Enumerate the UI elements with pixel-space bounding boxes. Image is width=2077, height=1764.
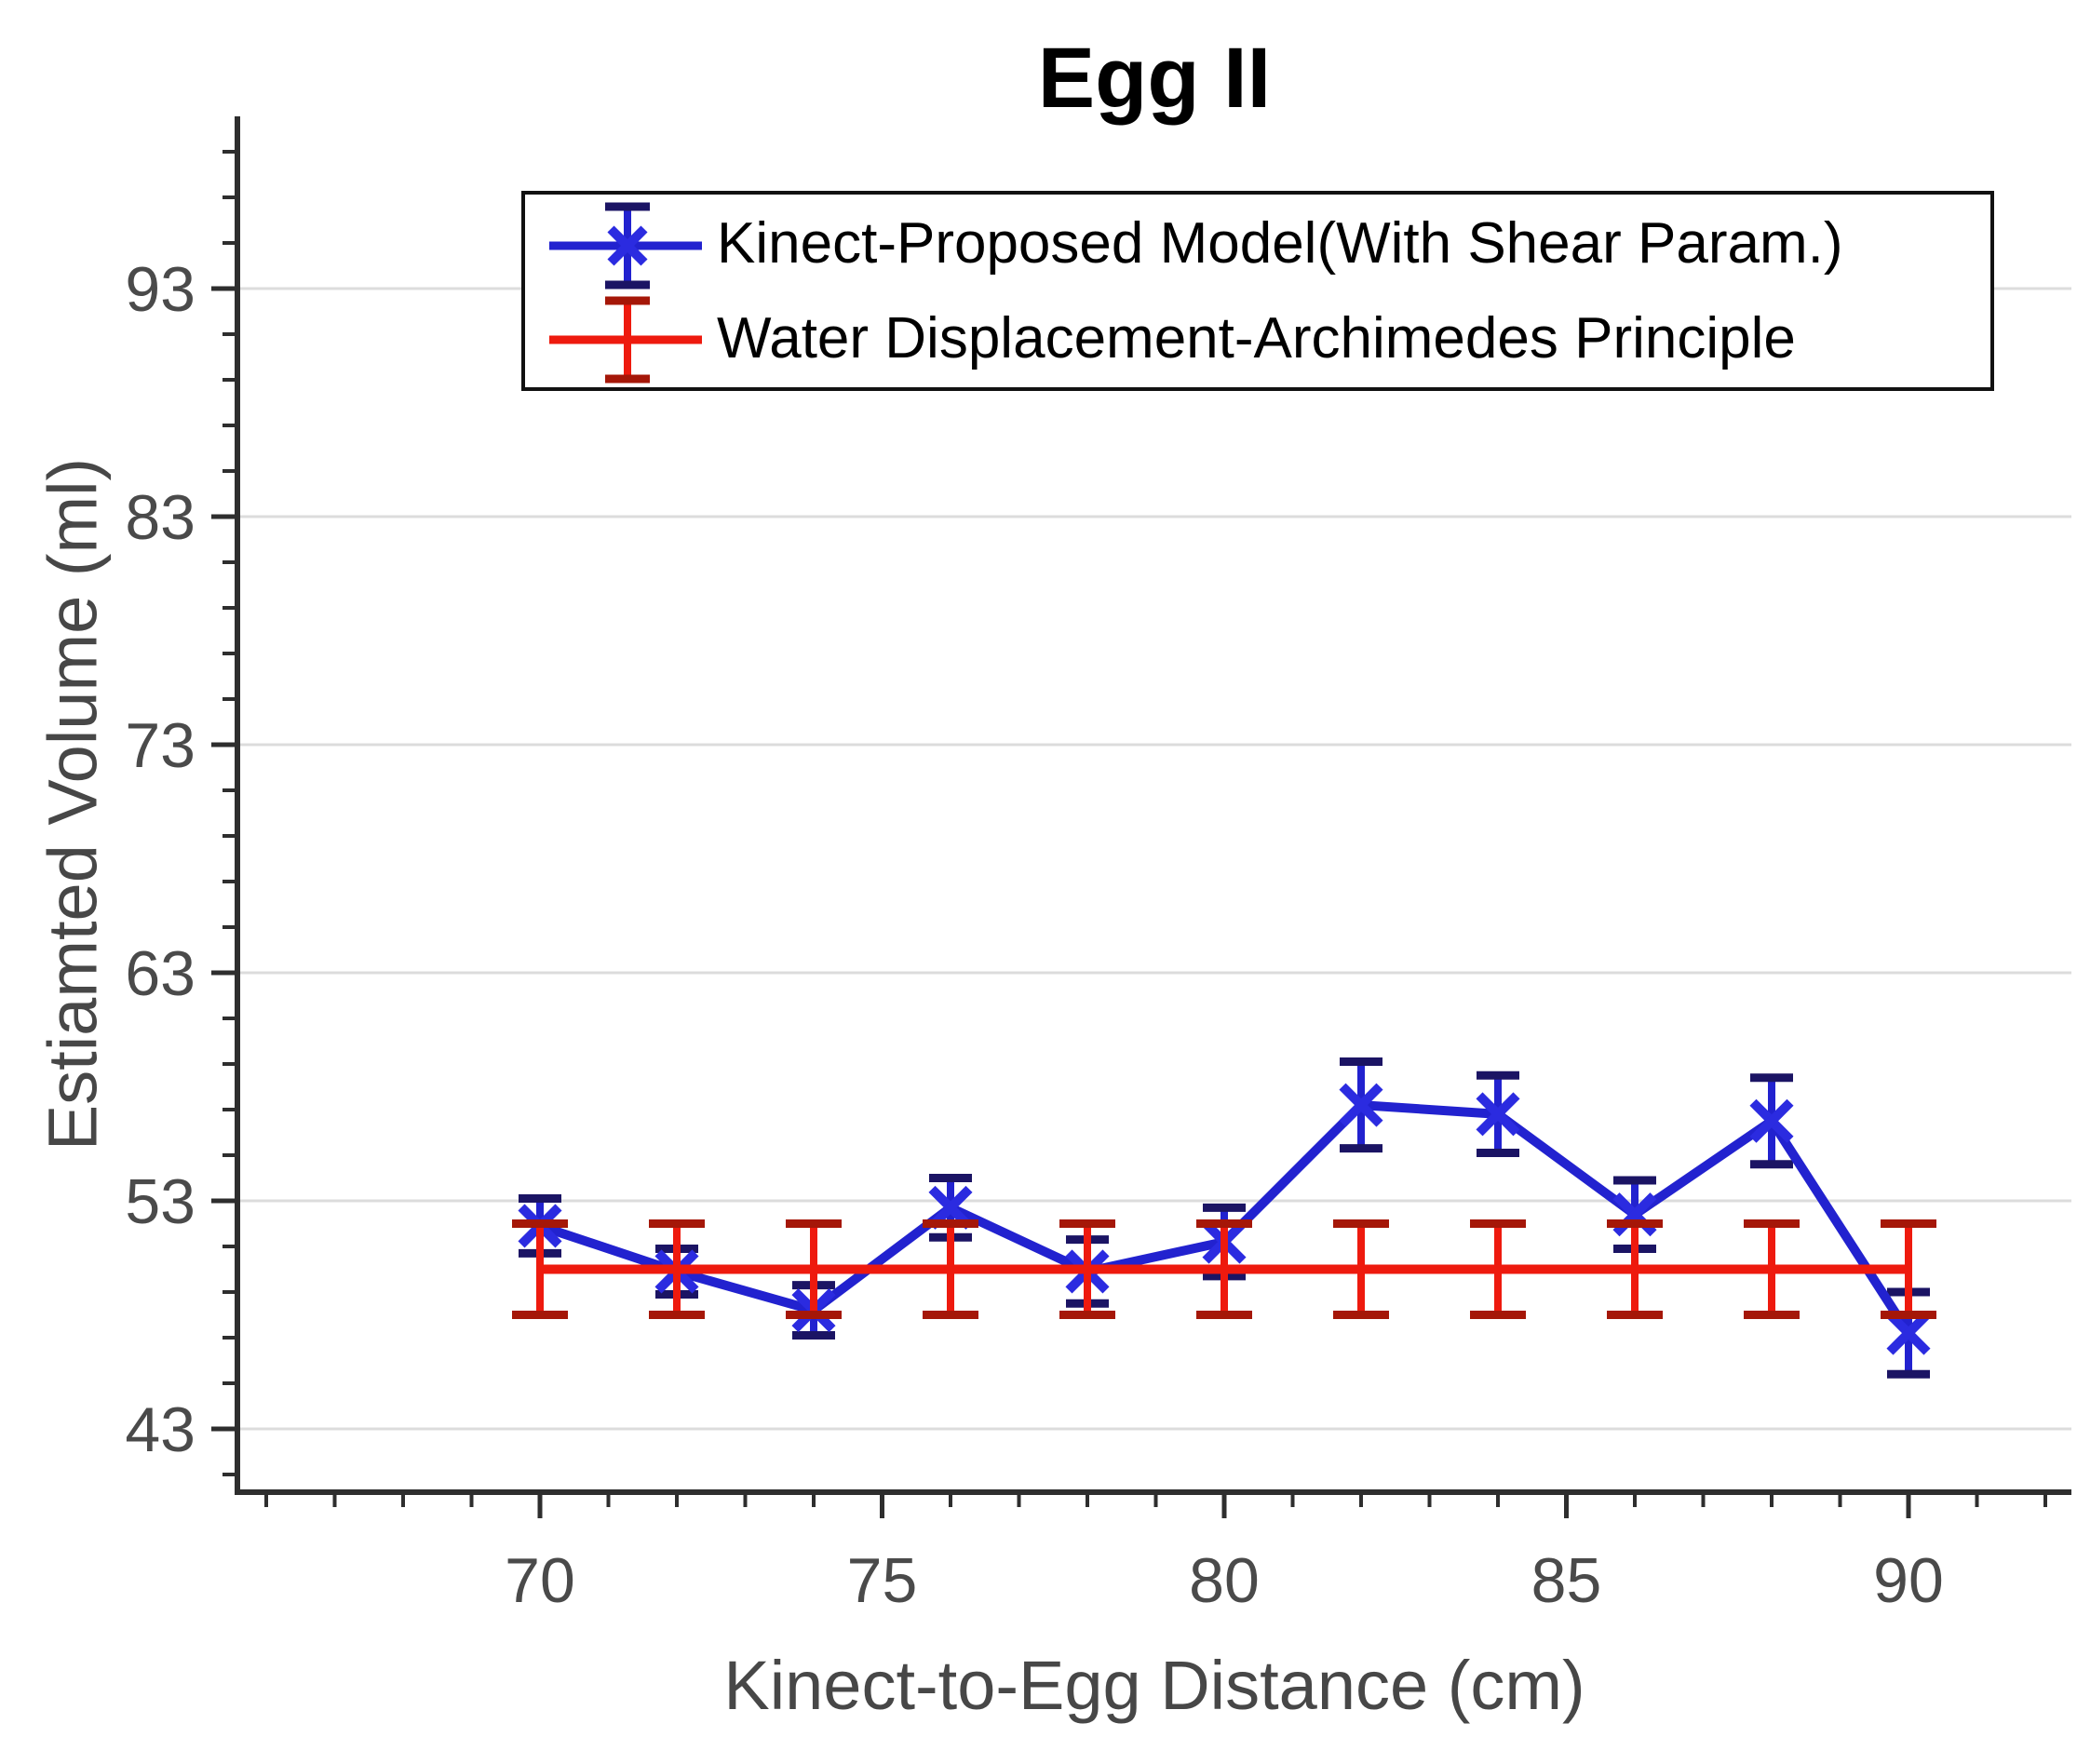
x-tick-label: 90 xyxy=(1873,1545,1944,1616)
y-tick-label: 83 xyxy=(125,482,196,553)
legend-glyph-line xyxy=(607,225,648,266)
legend-label-kinect: Kinect-Proposed Model(With Shear Param.) xyxy=(717,211,1843,276)
x-tick-label: 75 xyxy=(847,1545,918,1616)
legend-label-water: Water Displacement-Archimedes Principle xyxy=(717,305,1796,370)
x-marker xyxy=(1749,1098,1794,1143)
y-tick-label: 73 xyxy=(125,710,196,781)
y-tick-label: 53 xyxy=(125,1166,196,1237)
x-marker xyxy=(1886,1311,1931,1355)
legend: Kinect-Proposed Model(With Shear Param.)… xyxy=(521,191,1994,391)
y-tick-label: 93 xyxy=(125,254,196,325)
x-tick-label: 85 xyxy=(1531,1545,1602,1616)
chart-title: Egg II xyxy=(1037,31,1272,126)
y-tick-label: 43 xyxy=(125,1394,196,1465)
errorbar-x-marker-icon xyxy=(549,202,702,290)
x-marker xyxy=(1339,1083,1383,1127)
legend-entry-water: Water Displacement-Archimedes Principle xyxy=(546,291,1990,386)
x-tick-label: 80 xyxy=(1189,1545,1260,1616)
errorbar-icon xyxy=(549,296,702,384)
x-tick-label: 70 xyxy=(505,1545,575,1616)
y-tick-label: 63 xyxy=(125,938,196,1009)
x-marker xyxy=(1476,1092,1520,1137)
x-axis-label: Kinect-to-Egg Distance (cm) xyxy=(723,1647,1585,1724)
legend-entry-kinect: Kinect-Proposed Model(With Shear Param.) xyxy=(546,196,1990,291)
